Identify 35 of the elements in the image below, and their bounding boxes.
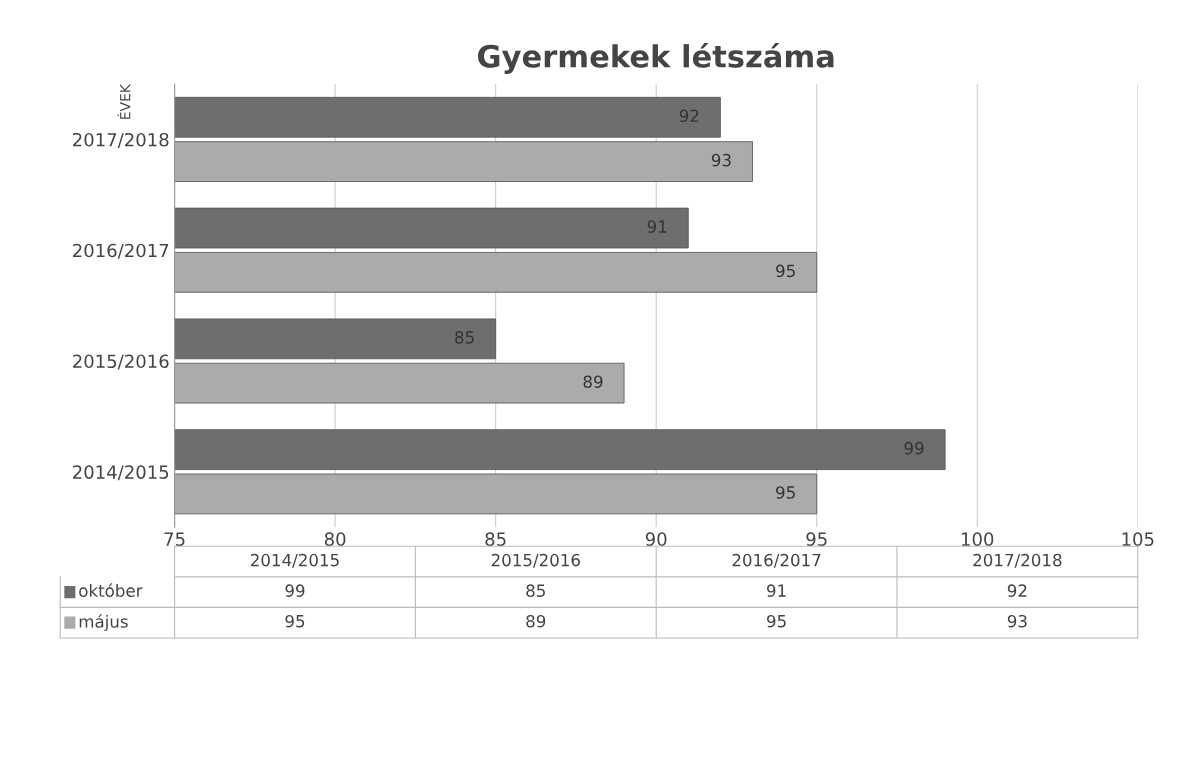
text: 99 — [285, 584, 305, 597]
chart-title: Gyermekek létszáma — [478, 42, 834, 74]
data-label: 95 — [776, 486, 795, 499]
y-tick-label: 2016/2017 — [73, 243, 169, 259]
x-tick-label: 95 — [806, 532, 827, 546]
data-label: 99 — [904, 441, 924, 455]
text: 85 — [526, 584, 545, 597]
category-label: 2014/2015 — [250, 553, 339, 568]
legend-label: május — [79, 614, 128, 632]
data-label: 89 — [583, 375, 603, 388]
data-label: 95 — [776, 264, 795, 278]
text: 92 — [1007, 584, 1027, 597]
text: 95 — [767, 614, 786, 628]
x-tick-label: 85 — [485, 532, 506, 546]
data-label: 92 — [679, 109, 699, 123]
text: 95 — [285, 614, 305, 628]
x-tick-label: 100 — [962, 532, 994, 546]
x-tick-label: 80 — [324, 532, 346, 546]
y-tick-label: 2017/2018 — [73, 132, 169, 148]
data-label: 93 — [711, 153, 731, 167]
y-tick-label: 2015/2016 — [73, 354, 169, 370]
text: 93 — [1007, 614, 1027, 628]
x-tick-label: 90 — [645, 532, 667, 546]
text: 91 — [767, 584, 786, 597]
y-tick-label: 2014/2015 — [73, 465, 169, 481]
category-label: 2015/2016 — [491, 553, 580, 568]
category-label: 2016/2017 — [732, 553, 821, 568]
category-label: 2017/2018 — [973, 553, 1062, 568]
data-label: 85 — [455, 331, 474, 344]
x-tick-label: 105 — [1122, 532, 1154, 546]
text: 89 — [526, 614, 546, 628]
y-axis-title: ÉVEK — [117, 83, 131, 119]
data-label: 91 — [647, 220, 667, 233]
legend-label: október — [79, 583, 143, 597]
x-tick-label: 75 — [164, 532, 185, 546]
